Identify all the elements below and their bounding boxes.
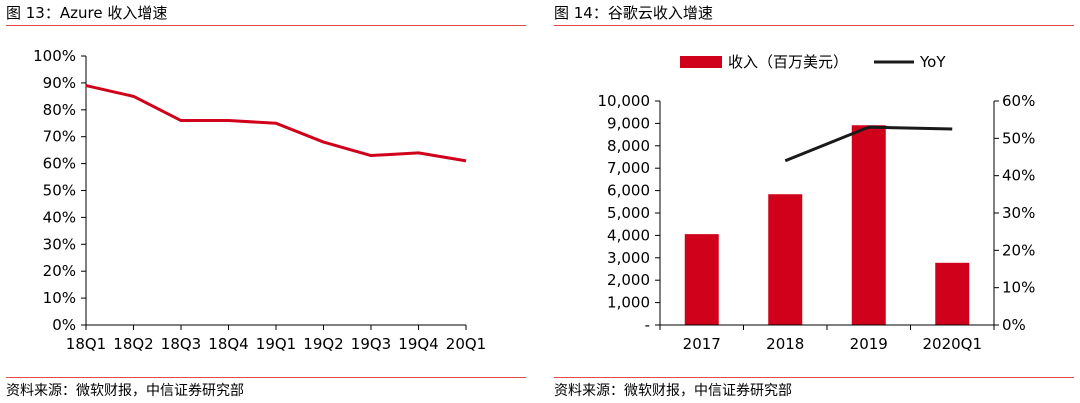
- chart-caption: 图 13：Azure 收入增速: [6, 4, 168, 22]
- x-tick-label: 2019: [850, 335, 888, 353]
- azure-chart-panel: 图 13：Azure 收入增速 0% 10% 20% 30% 40% 50% 60% 70% 8…: [6, 0, 526, 403]
- y2-tick-label: 30%: [1002, 204, 1035, 222]
- x-tick-label: 18Q1: [66, 335, 106, 353]
- y2-tick-label: 0%: [1002, 316, 1026, 334]
- y-tick-label: 10,000: [598, 92, 651, 110]
- y-tick-label: 2,000: [607, 271, 650, 289]
- legend-label-yoy: YoY: [919, 53, 946, 71]
- x-tick-label: 20Q1: [446, 335, 486, 353]
- source-note: 资料来源：微软财报，中信证券研究部: [554, 383, 792, 399]
- y-tick-label: 9,000: [607, 114, 650, 132]
- y-tick-label: 10%: [43, 289, 76, 307]
- y-tick-label: 70%: [43, 128, 76, 146]
- y2-tick-label: 50%: [1002, 129, 1035, 147]
- x-tick-label: 18Q3: [161, 335, 201, 353]
- y-tick-label: 80%: [43, 101, 76, 119]
- y-tick-label: 20%: [43, 262, 76, 280]
- y2-tick-label: 10%: [1002, 279, 1035, 297]
- caption-divider: [6, 25, 526, 26]
- y-tick-label: -: [645, 316, 650, 334]
- x-tick-label: 19Q4: [398, 335, 438, 353]
- x-tick-label: 18Q4: [208, 335, 248, 353]
- y-tick-label: 50%: [43, 182, 76, 200]
- y-tick-label: 8,000: [607, 137, 650, 155]
- y-tick-label: 3,000: [607, 249, 650, 267]
- revenue-bar: [851, 125, 886, 325]
- google-cloud-chart-panel: 图 14：谷歌云收入增速 - 1,000 2,000 3,000 4,000 5,000 6…: [554, 0, 1074, 403]
- chart-caption: 图 14：谷歌云收入增速: [554, 4, 713, 22]
- y-tick-label: 90%: [43, 74, 76, 92]
- y-tick-label: 5,000: [607, 204, 650, 222]
- x-tick-label: 2017: [683, 335, 721, 353]
- y-tick-label: 7,000: [607, 159, 650, 177]
- google-cloud-revenue-chart: - 1,000 2,000 3,000 4,000 5,000 6,000 7,000 8,00…: [598, 53, 1036, 353]
- legend-swatch-revenue: [680, 56, 722, 68]
- caption-divider: [554, 25, 1074, 26]
- y-tick-label: 30%: [43, 235, 76, 253]
- x-tick-label: 2020Q1: [922, 335, 982, 353]
- source-divider: [554, 377, 1074, 378]
- x-tick-label: 19Q1: [256, 335, 296, 353]
- y-tick-label: 100%: [33, 47, 76, 65]
- x-tick-label: 19Q2: [303, 335, 343, 353]
- revenue-bar: [768, 194, 803, 325]
- x-tick-label: 2018: [766, 335, 804, 353]
- y-tick-label: 40%: [43, 208, 76, 226]
- y-tick-label: 1,000: [607, 294, 650, 312]
- azure-growth-line: [85, 84, 467, 163]
- revenue-bar: [684, 234, 719, 325]
- y2-tick-label: 40%: [1002, 167, 1035, 185]
- x-tick-label: 18Q2: [113, 335, 153, 353]
- y2-tick-label: 20%: [1002, 241, 1035, 259]
- y-tick-label: 0%: [52, 316, 76, 334]
- y-tick-label: 4,000: [607, 226, 650, 244]
- yoy-line: [784, 125, 953, 163]
- x-tick-label: 19Q3: [351, 335, 391, 353]
- revenue-bar: [935, 262, 970, 325]
- y-tick-label: 60%: [43, 155, 76, 173]
- azure-growth-chart: 0% 10% 20% 30% 40% 50% 60% 70% 80% 90% 100% 18Q1 18Q…: [33, 47, 486, 353]
- source-divider: [6, 377, 526, 378]
- y2-tick-label: 60%: [1002, 92, 1035, 110]
- y-tick-label: 6,000: [607, 182, 650, 200]
- legend-label-revenue: 收入（百万美元）: [728, 53, 848, 71]
- source-note: 资料来源：微软财报，中信证券研究部: [6, 383, 244, 399]
